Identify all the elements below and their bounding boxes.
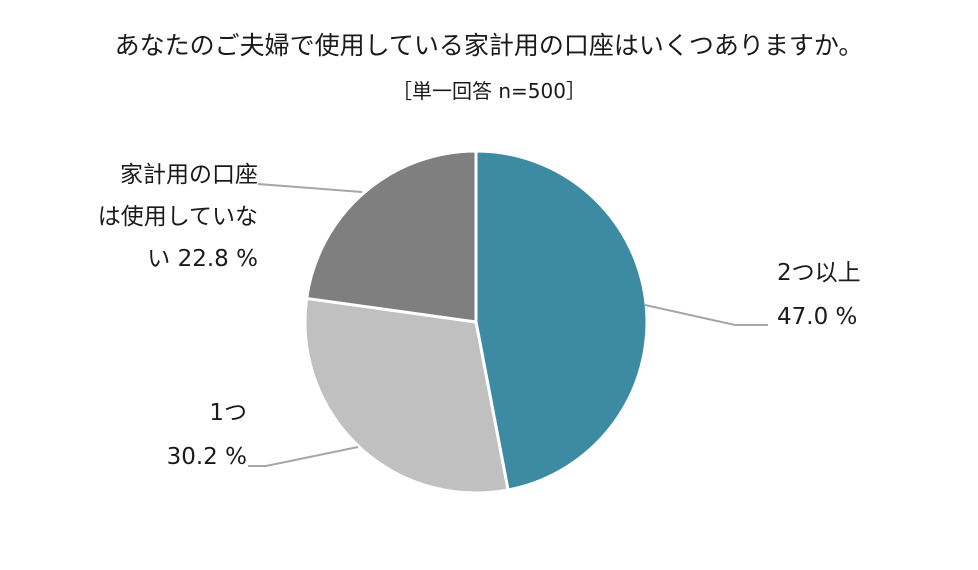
pie-slice-2 bbox=[303, 296, 510, 495]
leader-line-1 bbox=[644, 304, 768, 326]
slice-label-1: 2つ以上 47.0 % bbox=[777, 260, 861, 330]
pie-slice-3 bbox=[305, 149, 478, 324]
slice-label-line: 家計用の口座 bbox=[120, 162, 258, 188]
slice-label-2: 1つ 30.2 % bbox=[167, 400, 247, 470]
slice-label-line: 2つ以上 bbox=[777, 260, 861, 286]
slice-labels: 2つ以上 47.0 % 1つ 30.2 % 家計用の口座は使用していない 22.8 % bbox=[98, 162, 861, 470]
leader-lines bbox=[248, 183, 768, 467]
slice-value-label: 22.8 % bbox=[178, 246, 258, 272]
pie-slice-1 bbox=[474, 149, 649, 492]
slice-label-line: 1つ bbox=[209, 400, 247, 426]
leader-line-2 bbox=[248, 446, 359, 467]
slice-label-line: い 22.8 % bbox=[147, 246, 258, 272]
leader-line-3 bbox=[257, 183, 363, 193]
slice-label-line: は使用していな bbox=[98, 204, 258, 230]
chart-title: あなたのご夫婦で使用している家計用の口座はいくつありますか。 bbox=[115, 31, 864, 60]
slice-value-label: 30.2 % bbox=[167, 444, 247, 470]
pie-slices bbox=[303, 149, 649, 495]
slice-value-label: 47.0 % bbox=[777, 304, 857, 330]
chart-subtitle: ［単一回答 n=500］ bbox=[392, 79, 586, 103]
slice-label-3: 家計用の口座は使用していない 22.8 % bbox=[98, 162, 258, 272]
